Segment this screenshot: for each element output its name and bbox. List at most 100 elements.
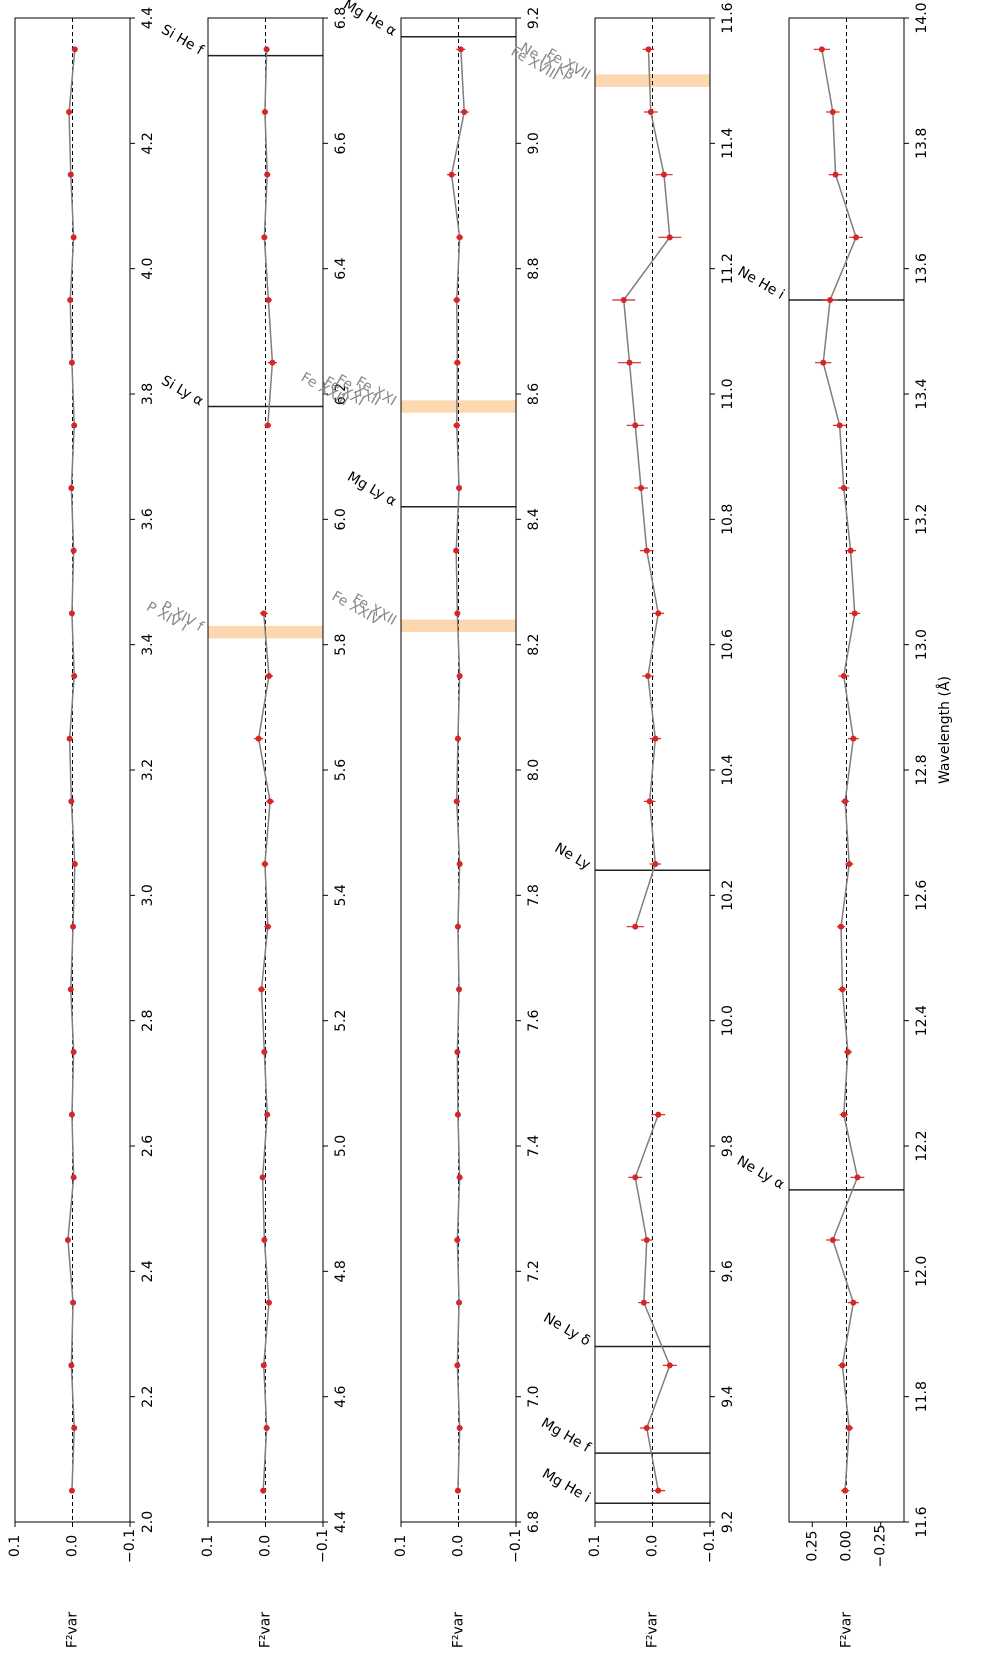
line-label: Mg Ly α bbox=[344, 469, 399, 510]
x-tick-label: 2.4 bbox=[140, 1260, 156, 1282]
data-point bbox=[836, 422, 843, 429]
data-point bbox=[454, 1049, 461, 1055]
data-point bbox=[846, 861, 853, 867]
panel-frame bbox=[788, 17, 905, 1523]
y-tick-label: −0.1 bbox=[315, 1529, 331, 1563]
data-point bbox=[261, 109, 268, 115]
x-tick-label: 13.0 bbox=[914, 629, 930, 660]
panel-frame bbox=[14, 17, 131, 1523]
data-point bbox=[850, 735, 857, 742]
line-label: Si He f bbox=[158, 22, 207, 59]
data-point bbox=[67, 986, 74, 993]
data-point bbox=[68, 610, 75, 617]
x-tick-label: 10.0 bbox=[720, 1005, 736, 1036]
data-point bbox=[71, 673, 78, 679]
x-tick-label: 8.0 bbox=[526, 759, 542, 781]
data-point bbox=[68, 1362, 75, 1369]
data-point bbox=[643, 1425, 650, 1431]
x-tick-label: 6.8 bbox=[526, 1511, 542, 1533]
y-axis-label: F²var bbox=[645, 1612, 661, 1649]
data-point bbox=[453, 798, 460, 805]
y-tick-label: 0.1 bbox=[393, 1535, 409, 1557]
data-point bbox=[66, 735, 73, 742]
data-point bbox=[264, 923, 271, 930]
data-point bbox=[652, 861, 659, 867]
panel-frame bbox=[400, 17, 517, 1523]
data-point bbox=[70, 923, 77, 930]
x-tick-label: 12.0 bbox=[914, 1256, 930, 1287]
data-point bbox=[260, 610, 267, 617]
data-point bbox=[456, 986, 463, 993]
panel-frame bbox=[207, 17, 324, 1523]
data-point bbox=[260, 1362, 267, 1369]
data-point bbox=[454, 1237, 461, 1243]
x-tick-label: 12.6 bbox=[914, 880, 930, 911]
y-axis-label: F²var bbox=[65, 1612, 81, 1649]
y-tick-label: −0.1 bbox=[702, 1529, 718, 1563]
data-point bbox=[265, 673, 272, 679]
data-point bbox=[454, 1487, 461, 1494]
x-tick-label: 11.2 bbox=[720, 253, 736, 284]
data-point bbox=[264, 422, 271, 429]
data-point bbox=[68, 798, 75, 805]
y-tick-label: 0.1 bbox=[587, 1535, 603, 1557]
x-tick-label: 10.2 bbox=[720, 880, 736, 911]
data-point bbox=[456, 1425, 463, 1431]
data-point bbox=[655, 1487, 662, 1494]
line-band bbox=[595, 74, 710, 87]
x-tick-label: 8.4 bbox=[526, 508, 542, 530]
data-point bbox=[68, 485, 75, 491]
x-tick-label: 6.4 bbox=[333, 257, 349, 279]
data-point bbox=[454, 1362, 461, 1369]
data-point bbox=[260, 1487, 267, 1494]
data-point bbox=[453, 547, 460, 554]
data-point bbox=[264, 1111, 271, 1118]
data-point bbox=[68, 1487, 75, 1494]
x-tick-label: 9.4 bbox=[720, 1385, 736, 1407]
data-point bbox=[261, 1237, 268, 1243]
data-point bbox=[666, 234, 673, 241]
y-tick-label: −0.25 bbox=[873, 1525, 889, 1568]
data-point bbox=[64, 1237, 71, 1243]
data-point bbox=[638, 485, 644, 491]
data-point bbox=[850, 1299, 857, 1306]
data-point bbox=[632, 923, 639, 930]
x-tick-label: 2.2 bbox=[140, 1386, 156, 1408]
x-tick-label: 7.8 bbox=[526, 884, 542, 906]
data-point bbox=[842, 1487, 849, 1494]
x-tick-label: 13.6 bbox=[914, 253, 930, 284]
data-point bbox=[820, 359, 827, 366]
x-tick-label: 12.2 bbox=[914, 1130, 930, 1161]
data-point bbox=[456, 861, 463, 867]
x-tick-label: 2.6 bbox=[140, 1135, 156, 1157]
data-point bbox=[454, 923, 461, 930]
data-point bbox=[263, 1425, 270, 1431]
x-tick-label: 3.6 bbox=[140, 508, 156, 530]
x-tick-label: 9.0 bbox=[526, 132, 542, 154]
data-point bbox=[454, 359, 461, 366]
panel-frame bbox=[594, 17, 711, 1523]
data-point bbox=[847, 547, 854, 554]
data-point bbox=[67, 297, 74, 303]
y-tick-label: 0.0 bbox=[65, 1535, 81, 1557]
data-point bbox=[827, 297, 834, 303]
data-point bbox=[67, 171, 74, 178]
y-tick-label: 0.1 bbox=[7, 1535, 23, 1557]
data-point bbox=[846, 1425, 853, 1431]
x-tick-label: 4.4 bbox=[140, 7, 156, 29]
x-tick-label: 9.2 bbox=[526, 7, 542, 29]
data-point bbox=[261, 861, 268, 867]
data-point bbox=[626, 359, 633, 366]
x-tick-label: 13.4 bbox=[914, 378, 930, 409]
data-point bbox=[854, 1174, 861, 1181]
data-point bbox=[839, 1362, 846, 1369]
data-point bbox=[853, 234, 860, 241]
x-tick-label: 10.8 bbox=[720, 504, 736, 535]
data-point bbox=[261, 234, 268, 241]
data-point bbox=[844, 1049, 851, 1055]
x-tick-label: 4.8 bbox=[333, 1260, 349, 1282]
x-tick-label: 8.8 bbox=[526, 258, 542, 280]
x-tick-label: 10.4 bbox=[720, 754, 736, 785]
data-point bbox=[640, 1299, 647, 1306]
